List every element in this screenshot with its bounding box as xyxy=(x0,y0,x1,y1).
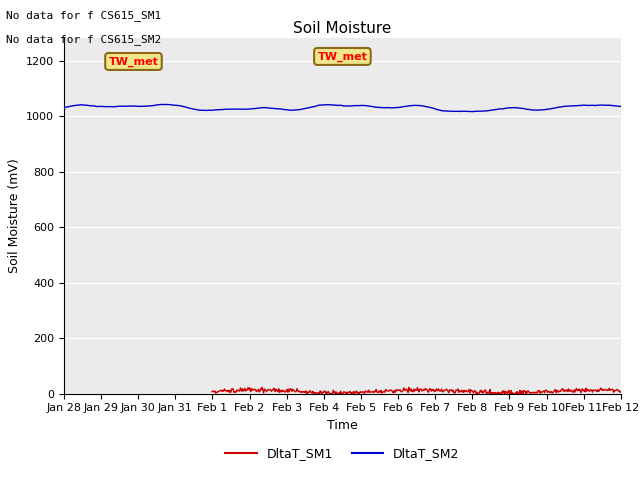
Text: No data for f CS615_SM2: No data for f CS615_SM2 xyxy=(6,34,162,45)
Text: No data for f CS615_SM1: No data for f CS615_SM1 xyxy=(6,10,162,21)
Legend: DltaT_SM1, DltaT_SM2: DltaT_SM1, DltaT_SM2 xyxy=(220,443,465,466)
X-axis label: Time: Time xyxy=(327,419,358,432)
Text: TW_met: TW_met xyxy=(317,51,367,61)
Title: Soil Moisture: Soil Moisture xyxy=(293,21,392,36)
Y-axis label: Soil Moisture (mV): Soil Moisture (mV) xyxy=(8,158,20,274)
Text: TW_met: TW_met xyxy=(109,56,159,67)
